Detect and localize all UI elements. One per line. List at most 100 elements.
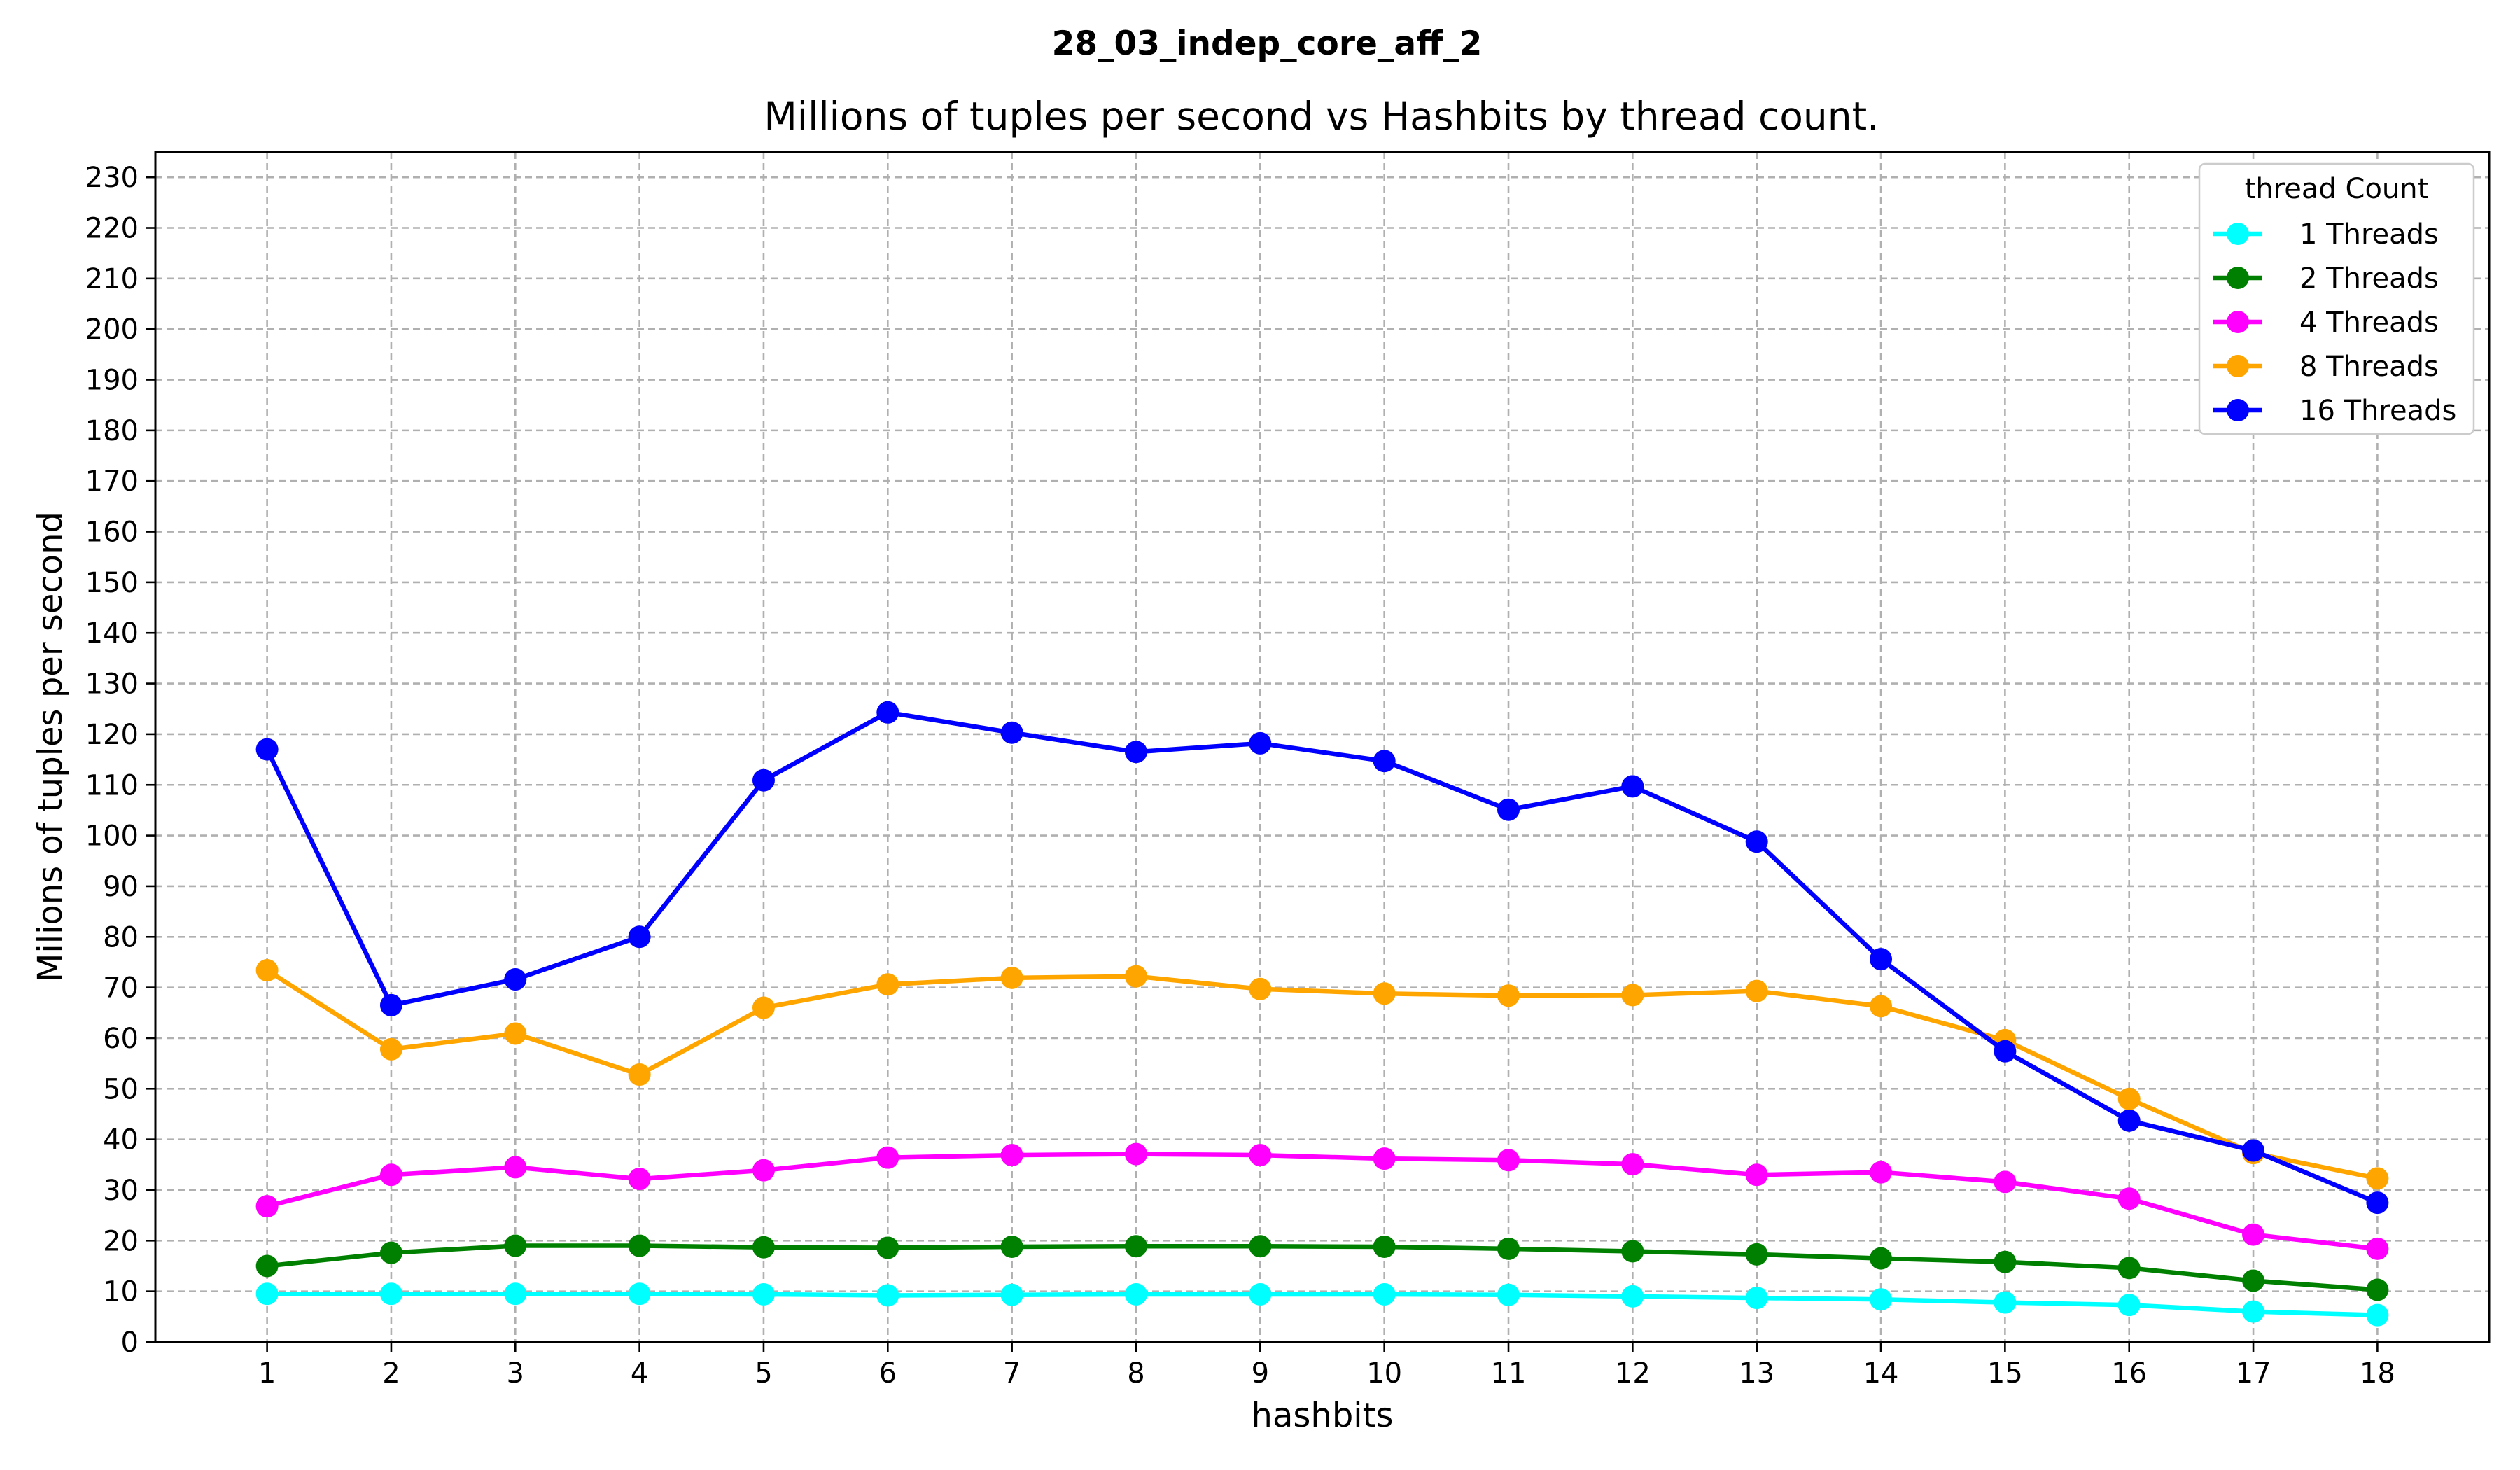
data-point	[1124, 741, 1147, 764]
y-tick-label: 160	[85, 517, 139, 549]
legend: thread Count 1 Threads 2 Threads 4 Threads…	[2198, 162, 2475, 435]
data-point	[1497, 1237, 1520, 1260]
legend-entry-2-threads: 2 Threads	[2213, 262, 2439, 295]
x-tick-label: 11	[1491, 1357, 1527, 1390]
x-tick-label: 1	[258, 1357, 276, 1390]
data-point	[1870, 1288, 1893, 1311]
legend-entry-16-threads: 16 Threads	[2213, 395, 2456, 427]
data-point	[1373, 982, 1396, 1005]
x-tick-label: 2	[382, 1357, 400, 1390]
series-line-2-threads	[265, 1243, 2380, 1292]
data-point	[379, 1163, 402, 1186]
data-point	[1870, 1247, 1893, 1270]
data-point	[1994, 1250, 2017, 1273]
data-point	[1000, 1236, 1023, 1258]
data-point	[2118, 1294, 2141, 1317]
data-point	[628, 1168, 651, 1191]
series-line-4-threads	[265, 1152, 2380, 1252]
data-point	[255, 959, 279, 982]
legend-label: 1 Threads	[2300, 218, 2439, 251]
y-tick-label: 20	[103, 1225, 139, 1257]
y-tick-label: 130	[85, 668, 139, 701]
x-tick-label: 3	[507, 1357, 524, 1390]
data-point	[1621, 983, 1644, 1007]
series-1-threads	[255, 1282, 2389, 1326]
series-2-threads	[255, 1234, 2389, 1301]
legend-entry-8-threads: 8 Threads	[2213, 351, 2439, 383]
series-line-1-threads	[265, 1292, 2380, 1317]
x-axis: 1 2 3 4 5 6 7 8 9 10 11 12 13 14 15 16 17 18	[258, 1342, 2395, 1390]
data-point	[1870, 995, 1893, 1018]
data-point	[1373, 1147, 1396, 1170]
legend-marker	[2227, 223, 2249, 245]
data-point	[2366, 1303, 2389, 1326]
data-point	[504, 1234, 527, 1257]
data-point	[2366, 1191, 2389, 1214]
data-point	[752, 769, 775, 792]
data-point	[1000, 1283, 1023, 1306]
data-point	[2118, 1087, 2141, 1110]
data-point	[752, 996, 775, 1019]
data-point	[876, 973, 899, 996]
y-tick-label: 170	[85, 465, 139, 498]
legend-marker	[2227, 311, 2249, 333]
x-tick-label: 7	[1003, 1357, 1021, 1390]
axes-frame	[154, 150, 2491, 1343]
legend-entry-4-threads: 4 Threads	[2213, 307, 2439, 339]
data-point	[2366, 1167, 2389, 1190]
series-8-threads	[255, 959, 2389, 1190]
x-tick-label: 6	[879, 1357, 897, 1390]
y-axis-label: Milions of tuples per second	[31, 512, 70, 982]
data-point	[504, 1156, 527, 1179]
data-point	[2242, 1139, 2265, 1162]
y-tick-label: 190	[85, 365, 139, 397]
x-tick-label: 4	[631, 1357, 648, 1390]
data-point	[876, 1284, 899, 1307]
y-tick-label: 90	[103, 871, 139, 903]
data-point	[2118, 1187, 2141, 1210]
legend-marker	[2227, 355, 2249, 377]
data-point	[1497, 1149, 1520, 1172]
data-point	[2242, 1223, 2265, 1246]
data-point	[2366, 1237, 2389, 1260]
y-tick-label: 70	[103, 972, 139, 1004]
series-line-8-threads	[265, 967, 2380, 1181]
legend-entry-1-threads: 1 Threads	[2213, 218, 2439, 251]
data-point	[1000, 721, 1023, 744]
series-16-threads	[255, 701, 2389, 1214]
data-point	[1621, 1240, 1644, 1263]
data-point	[628, 1282, 651, 1306]
data-point	[1124, 1235, 1147, 1258]
legend-box	[2198, 162, 2475, 435]
data-point	[2118, 1109, 2141, 1132]
data-point	[1373, 1236, 1396, 1258]
y-tick-label: 120	[85, 719, 139, 751]
data-point	[876, 1146, 899, 1169]
x-tick-label: 9	[1252, 1357, 1269, 1390]
data-point	[1745, 1242, 1768, 1266]
figure-title: 28_03_indep_core_aff_2	[1052, 24, 1483, 63]
y-tick-label: 60	[103, 1023, 139, 1055]
y-tick-label: 10	[103, 1276, 139, 1308]
legend-entries: 1 Threads 2 Threads 4 Threads 8 Threads 16 T…	[2213, 218, 2456, 427]
data-point	[1621, 775, 1644, 798]
x-tick-label: 10	[1366, 1357, 1402, 1390]
data-point	[255, 738, 279, 761]
y-tick-label: 180	[85, 415, 139, 447]
x-tick-label: 17	[2236, 1357, 2272, 1390]
x-tick-label: 16	[2111, 1357, 2147, 1390]
data-point	[876, 1236, 899, 1259]
y-tick-label: 110	[85, 769, 139, 802]
data-point	[1745, 979, 1768, 1002]
data-point	[504, 1282, 527, 1306]
data-point	[1497, 798, 1520, 821]
legend-title: thread Count	[2245, 173, 2429, 205]
series-layer	[255, 701, 2389, 1326]
data-point	[1497, 1283, 1520, 1306]
x-tick-label: 5	[755, 1357, 772, 1390]
data-point	[255, 1195, 279, 1218]
x-tick-label: 18	[2360, 1357, 2395, 1390]
chart-title: Millions of tuples per second vs Hashbit…	[764, 94, 1879, 139]
x-tick-label: 13	[1739, 1357, 1774, 1390]
